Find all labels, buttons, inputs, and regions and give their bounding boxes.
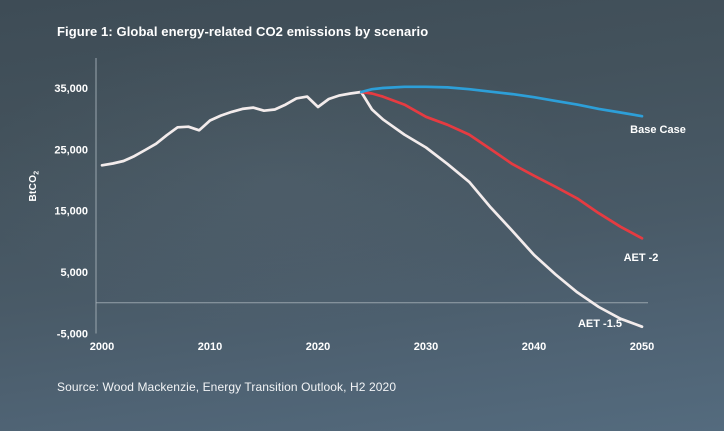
chart-series bbox=[100, 85, 644, 329]
series-label-base-case: Base Case bbox=[630, 124, 686, 136]
series-label-aet-1-5: AET -1.5 bbox=[578, 318, 622, 330]
x-axis-tick-labels: 2000 2010 2020 2030 2040 2050 bbox=[90, 341, 654, 353]
figure-title: Figure 1: Global energy-related CO2 emis… bbox=[57, 24, 429, 39]
series-line-aet-2 bbox=[359, 90, 644, 240]
y-tick-label: 15,000 bbox=[54, 206, 88, 218]
source-caption: Source: Wood Mackenzie, Energy Transitio… bbox=[57, 380, 397, 394]
x-tick-label: 2010 bbox=[198, 341, 222, 353]
series-end-labels: AET -1.5 AET -2 Base Case bbox=[578, 124, 686, 330]
x-tick-label: 2030 bbox=[414, 341, 438, 353]
series-line-base-case bbox=[359, 85, 644, 118]
x-tick-label: 2020 bbox=[306, 341, 330, 353]
y-tick-label: 25,000 bbox=[54, 144, 88, 156]
y-tick-label: 5,000 bbox=[60, 267, 88, 279]
series-line-aet-1-5 bbox=[100, 90, 644, 329]
x-tick-label: 2050 bbox=[630, 341, 654, 353]
y-tick-label: -5,000 bbox=[57, 328, 88, 340]
x-tick-label: 2040 bbox=[522, 341, 546, 353]
x-tick-label: 2000 bbox=[90, 341, 114, 353]
y-axis-tick-labels: 35,000 25,000 15,000 5,000 -5,000 bbox=[54, 83, 88, 340]
series-label-aet-2: AET -2 bbox=[624, 252, 659, 264]
y-tick-label: 35,000 bbox=[54, 83, 88, 95]
y-axis-label: BtCO2 bbox=[28, 171, 41, 202]
